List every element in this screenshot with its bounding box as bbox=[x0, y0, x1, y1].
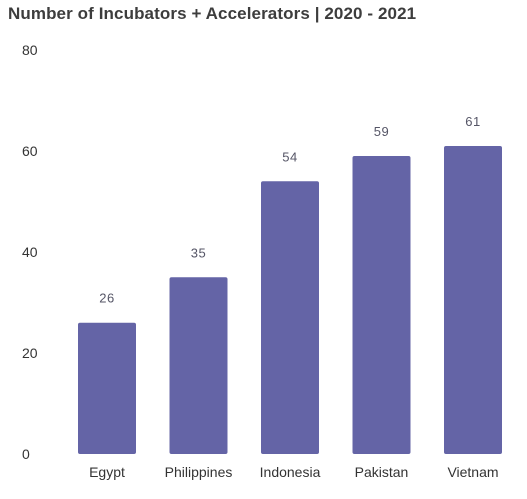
bar-indonesia bbox=[261, 181, 319, 455]
data-label: 54 bbox=[282, 149, 297, 164]
x-tick-label: Vietnam bbox=[447, 464, 498, 480]
data-label: 61 bbox=[465, 114, 480, 129]
bar-vietnam bbox=[444, 145, 502, 454]
y-tick-label: 0 bbox=[22, 446, 30, 462]
data-label: 35 bbox=[191, 245, 206, 260]
x-tick-label: Indonesia bbox=[260, 464, 321, 480]
data-label: 59 bbox=[374, 124, 389, 139]
x-tick-label: Egypt bbox=[89, 464, 125, 480]
y-tick-label: 40 bbox=[22, 244, 38, 260]
y-tick-label: 20 bbox=[22, 345, 38, 361]
bar-philippines bbox=[169, 277, 228, 454]
y-tick-label: 80 bbox=[22, 42, 38, 58]
bar-pakistan bbox=[352, 156, 411, 455]
data-label: 26 bbox=[99, 291, 114, 306]
x-tick-label: Pakistan bbox=[355, 464, 409, 480]
y-tick-label: 60 bbox=[22, 143, 38, 159]
chart-title: Number of Incubators + Accelerators | 20… bbox=[8, 4, 417, 23]
bar-egypt bbox=[78, 322, 136, 454]
x-tick-label: Philippines bbox=[165, 464, 233, 480]
